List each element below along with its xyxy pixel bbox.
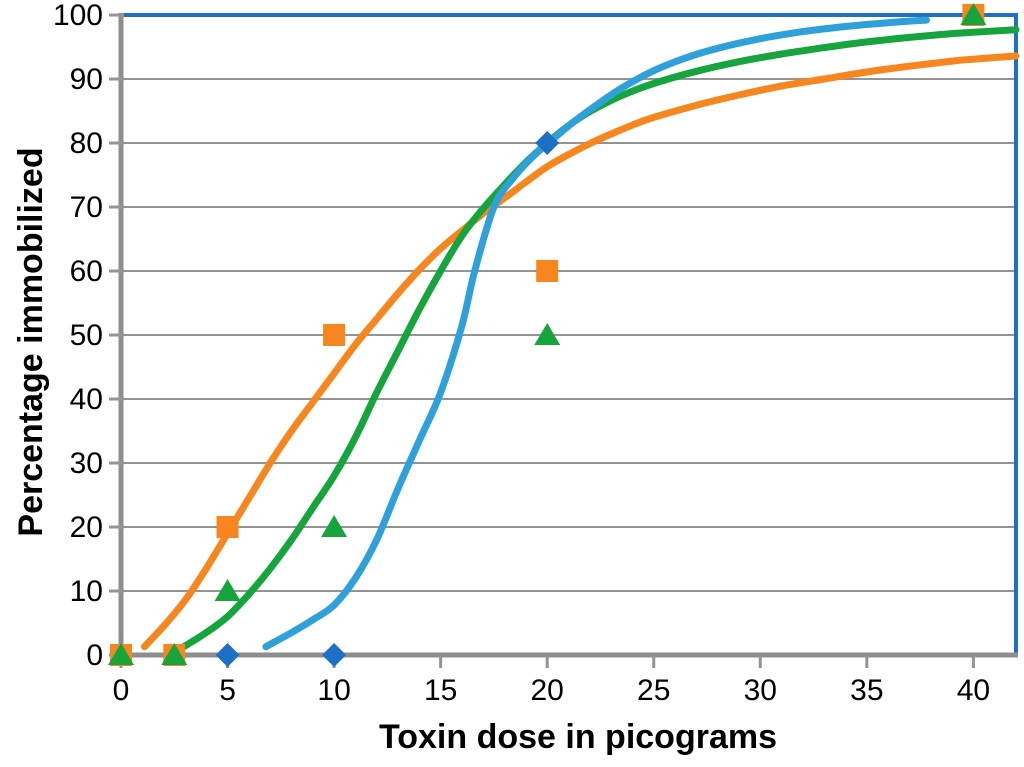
- marker-diamond-x10-y0: [322, 643, 347, 667]
- marker-triangle-x20-y50: [534, 323, 561, 345]
- marker-square-x20-y60: [536, 260, 559, 282]
- marker-square-x10-y50: [323, 324, 346, 346]
- y-tick-label-40: 40: [70, 383, 103, 416]
- y-tick-label-30: 30: [70, 447, 103, 480]
- x-axis-title: Toxin dose in picograms: [379, 718, 777, 756]
- marker-square-x5-y20: [216, 516, 239, 538]
- y-tick-label-70: 70: [70, 191, 103, 224]
- y-tick-label-60: 60: [70, 255, 103, 288]
- plot-border: [119, 13, 1018, 655]
- y-axis-title: Percentage immobilized: [12, 147, 50, 536]
- marker-triangle-x40-y100: [960, 3, 987, 25]
- marker-triangle-x2.5-y0: [161, 643, 188, 665]
- plot-area: 0 10 20 30 40 50 60 70 80 90 100 0 5 10 15 20 25 30 35 40: [53, 0, 1020, 707]
- marker-triangle-x0-y0: [108, 643, 134, 665]
- y-tick-label-10: 10: [70, 575, 103, 608]
- x-tick-label-25: 25: [637, 674, 670, 707]
- x-tick-label-35: 35: [850, 674, 883, 707]
- marker-triangle-x5-y10: [214, 579, 241, 601]
- marker-diamond-x5-y0: [215, 643, 240, 667]
- x-tick-label-15: 15: [424, 674, 457, 707]
- marker-triangle-x10-y20: [321, 515, 348, 537]
- y-tick-label-0: 0: [86, 639, 103, 672]
- x-tick-label-10: 10: [317, 674, 350, 707]
- x-tick-label-20: 20: [531, 674, 564, 707]
- y-tick-label-80: 80: [70, 127, 103, 160]
- curve-blue-diamonds: [262, 16, 930, 651]
- y-tick-label-100: 100: [53, 0, 103, 32]
- y-tick-label-50: 50: [70, 319, 103, 352]
- x-tick-label-30: 30: [744, 674, 777, 707]
- x-tick-label-5: 5: [219, 674, 236, 707]
- y-tick-label-20: 20: [70, 511, 103, 544]
- marker-diamond-x20-y80: [535, 131, 560, 155]
- curve-green-triangles: [179, 26, 1020, 651]
- x-tick-label-40: 40: [957, 674, 990, 707]
- y-tick-label-90: 90: [70, 63, 103, 96]
- x-tick-label-0: 0: [113, 674, 130, 707]
